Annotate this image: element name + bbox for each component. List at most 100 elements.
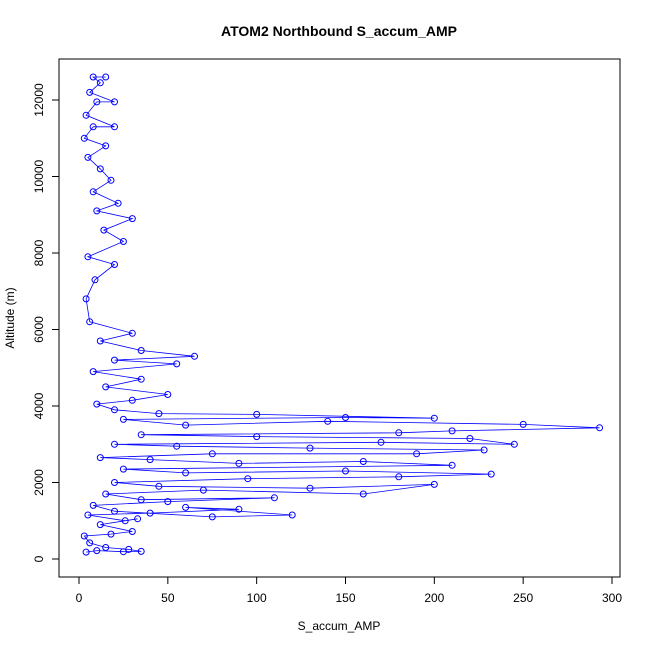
data-point: [89, 73, 97, 81]
data-point: [96, 165, 104, 173]
x-axis: 0 50 100 150 200 250 300: [76, 576, 622, 605]
data-point: [395, 429, 403, 437]
data-point: [182, 503, 190, 511]
y-tick-label: 12000: [32, 83, 46, 117]
y-tick-label: 10000: [32, 159, 46, 193]
data-point: [128, 528, 136, 535]
data-point: [182, 469, 190, 477]
data-point: [288, 511, 296, 519]
data-point: [89, 188, 97, 196]
data-point: [430, 480, 438, 488]
data-point: [191, 352, 198, 360]
x-axis-label: S_accum_AMP: [298, 619, 381, 633]
data-point: [137, 347, 145, 354]
data-point: [395, 473, 403, 481]
data-point: [102, 142, 110, 150]
chart-title: ATOM2 Northbound S_accum_AMP: [221, 23, 457, 39]
data-point: [128, 396, 136, 404]
data-point: [173, 442, 181, 450]
data-point: [102, 383, 110, 391]
data-point: [324, 417, 332, 425]
data-point: [596, 424, 604, 432]
data-point: [96, 454, 104, 462]
data-point: [111, 406, 118, 414]
data-point: [121, 517, 129, 525]
data-point: [91, 276, 99, 284]
data-point: [86, 318, 94, 326]
data-point: [89, 368, 97, 376]
x-tick-label: 50: [161, 591, 175, 605]
y-axis: 0 2000 4000 6000 8000 10000 12000: [32, 83, 60, 562]
x-tick-label: 300: [602, 591, 622, 605]
data-point: [111, 479, 118, 486]
data-point: [199, 486, 207, 494]
data-point: [342, 414, 349, 421]
data-point: [487, 470, 495, 478]
x-tick-label: 100: [247, 591, 267, 605]
data-point: [253, 433, 261, 441]
data-point: [128, 329, 136, 337]
data-point: [466, 435, 474, 442]
data-point: [111, 507, 118, 515]
data-point: [359, 490, 367, 498]
data-point: [519, 420, 527, 428]
data-point: [182, 421, 190, 429]
data-point: [96, 79, 104, 87]
x-tick-label: 150: [335, 591, 355, 605]
series-layer: [80, 73, 604, 556]
data-point: [146, 456, 154, 464]
data-point: [119, 465, 127, 473]
x-tick-label: 200: [424, 591, 444, 605]
y-tick-label: 8000: [32, 239, 46, 266]
data-point: [93, 98, 101, 106]
data-point: [359, 458, 367, 465]
data-point: [137, 547, 145, 555]
data-point: [82, 111, 90, 119]
data-point: [244, 475, 252, 483]
data-point: [114, 199, 122, 207]
data-point: [448, 427, 456, 435]
data-point: [155, 410, 163, 418]
data-point: [270, 494, 278, 502]
data-point: [155, 482, 163, 490]
x-tick-label: 250: [513, 591, 533, 605]
data-point: [208, 513, 216, 521]
data-point: [82, 548, 90, 556]
data-point: [377, 438, 385, 446]
data-point: [82, 295, 90, 303]
data-point: [102, 490, 110, 498]
data-point: [89, 501, 97, 509]
data-point: [235, 459, 243, 467]
data-point: [306, 484, 314, 492]
data-point: [128, 215, 136, 223]
data-point: [119, 238, 127, 245]
data-point: [134, 515, 142, 523]
data-point: [89, 123, 97, 131]
data-point: [111, 261, 118, 268]
data-point: [111, 440, 118, 448]
data-point: [125, 545, 133, 553]
data-point: [102, 544, 110, 551]
data-point: [102, 73, 110, 81]
data-point: [86, 539, 94, 547]
data-point: [86, 88, 94, 96]
data-point: [107, 530, 115, 538]
data-point: [510, 440, 518, 448]
data-point: [84, 153, 92, 161]
data-point: [480, 446, 488, 454]
data-point: [111, 356, 118, 364]
data-point: [253, 410, 261, 418]
data-point: [448, 461, 456, 469]
series-line: [83, 76, 600, 553]
data-point: [111, 98, 118, 106]
data-point: [413, 450, 421, 458]
y-axis-label: Altitude (m): [3, 287, 17, 348]
data-point: [137, 375, 145, 383]
data-point: [164, 498, 172, 506]
data-point: [235, 505, 243, 513]
data-point: [342, 467, 349, 475]
y-tick-label: 4000: [32, 392, 46, 419]
y-tick-label: 6000: [32, 316, 46, 343]
data-point: [137, 431, 145, 439]
